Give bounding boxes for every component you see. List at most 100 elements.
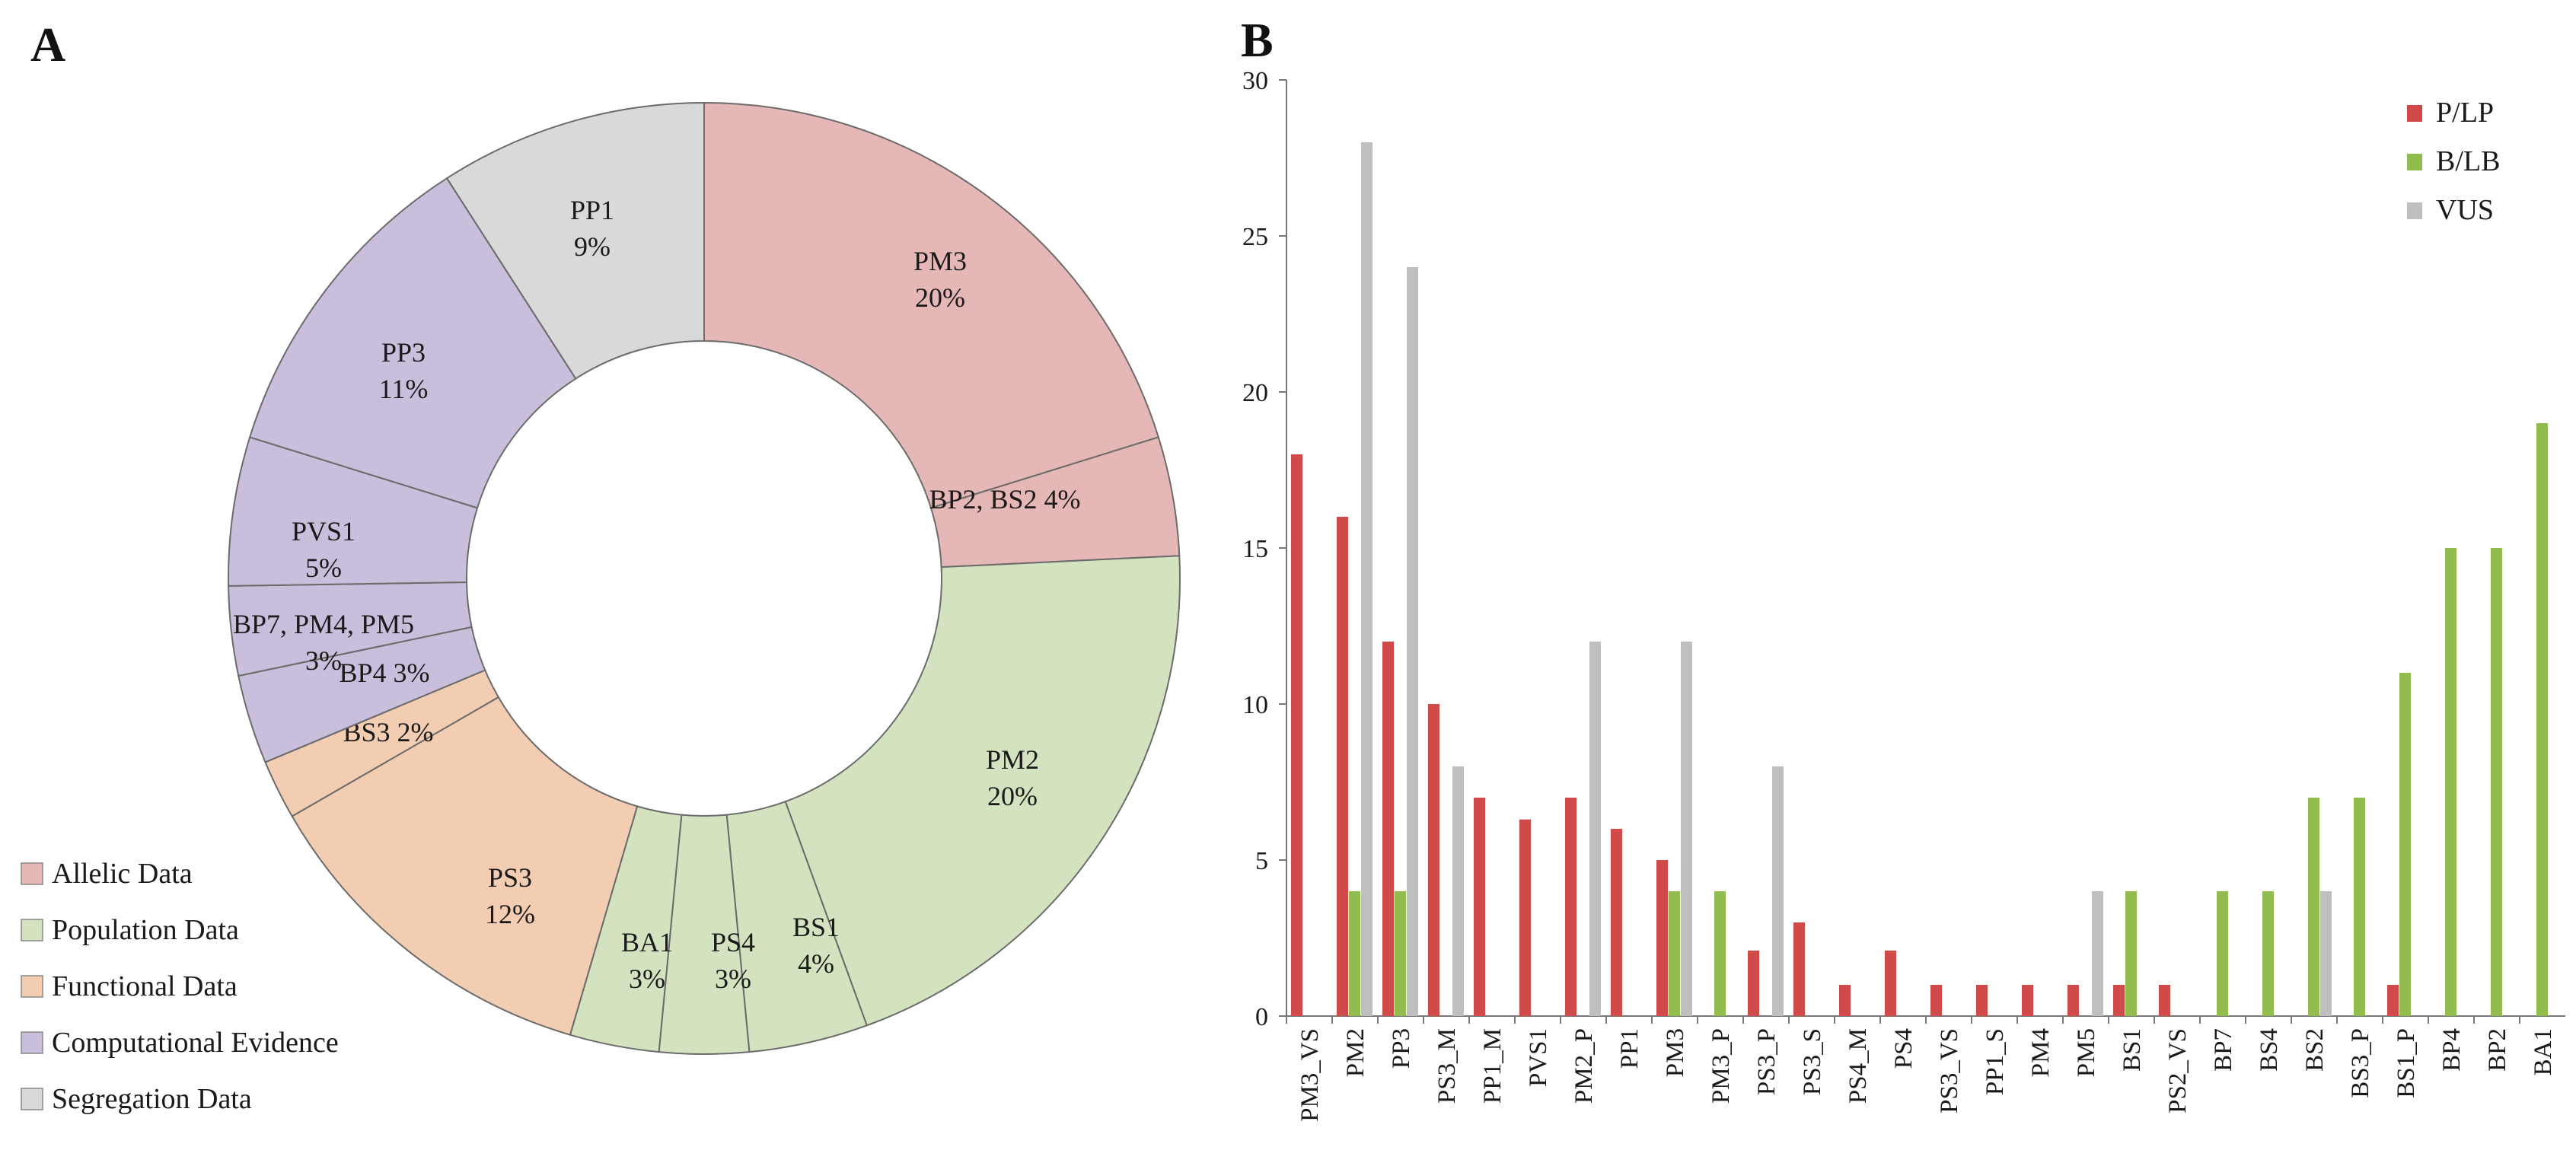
legend-swatch-p-lp: [2407, 105, 2422, 122]
panel-b-label: B: [1241, 13, 1274, 67]
legend-swatch-b-lb: [2407, 154, 2422, 170]
bar-b-lb-bs4: [2262, 891, 2274, 1016]
x-tick-label-pm2: PM2: [1342, 1028, 1369, 1077]
x-tick-label-ps3-m: PS3_M: [1433, 1028, 1461, 1104]
x-tick-label-ps3-vs: PS3_VS: [1936, 1028, 1963, 1113]
bar-b-lb-bp4: [2445, 548, 2456, 1016]
bar-p-lp-ps3-m: [1428, 704, 1439, 1016]
bar-vus-pm5: [2092, 891, 2103, 1016]
donut-slice-pp3: [248, 177, 577, 509]
bar-b-lb-bs3-p: [2354, 798, 2365, 1016]
bar-p-lp-pm5: [2067, 985, 2079, 1016]
bar-p-lp-pp1-m: [1474, 798, 1485, 1016]
bar-b-lb-pm3-p: [1714, 891, 1726, 1016]
bar-p-lp-bs1-p: [2387, 985, 2399, 1016]
legend-label-functional-data: Functional Data: [52, 970, 238, 1002]
bar-p-lp-pp3: [1382, 642, 1394, 1016]
bar-vus-pp3: [1407, 267, 1418, 1016]
x-tick-label-ps3-p: PS3_P: [1753, 1028, 1781, 1095]
slice-label-pvs1: PVS1 5%: [292, 516, 355, 583]
bar-p-lp-ps3-s: [1793, 922, 1805, 1016]
legend-swatch-computational-evidence: [21, 1031, 43, 1054]
x-tick-label-pp1-m: PP1_M: [1479, 1028, 1506, 1104]
x-tick-label-bp4: BP4: [2438, 1028, 2466, 1072]
y-tick-label: 20: [1242, 379, 1268, 407]
y-tick-label: 5: [1255, 847, 1268, 875]
legend-label-p-lp: P/LP: [2436, 97, 2494, 129]
bar-p-lp-bs1: [2113, 985, 2125, 1016]
bar-p-lp-ps3-vs: [1930, 985, 1942, 1016]
y-tick-label: 10: [1242, 691, 1268, 719]
bar-p-lp-ps3-p: [1748, 950, 1759, 1016]
y-tick-label: 25: [1242, 223, 1268, 251]
x-tick-label-bs2: BS2: [2301, 1028, 2329, 1072]
bar-p-lp-ps4: [1885, 950, 1896, 1016]
donut-slice-ps3: [291, 696, 639, 1036]
slice-label-pp3: PP3 11%: [379, 337, 429, 404]
bar-b-lb-pm3: [1669, 891, 1680, 1016]
x-tick-label-pp1: PP1: [1616, 1028, 1643, 1069]
x-tick-label-bs1: BS1: [2119, 1028, 2146, 1072]
y-tick-label: 30: [1242, 67, 1268, 95]
bar-b-lb-bs1: [2125, 891, 2137, 1016]
x-tick-label-pm3-vs: PM3_VS: [1296, 1028, 1324, 1122]
bar-p-lp-pm2-p: [1565, 798, 1577, 1016]
bar-b-lb-bp7: [2217, 891, 2228, 1016]
x-tick-label-pm2-p: PM2_P: [1570, 1028, 1598, 1104]
slice-label-ps3: PS3 12%: [485, 862, 535, 929]
x-tick-label-ps2-vs: PS2_VS: [2164, 1028, 2192, 1113]
slice-label-bp4: BP4 3%: [339, 658, 429, 688]
x-tick-label-bp7: BP7: [2210, 1028, 2237, 1072]
bar-b-lb-bs1-p: [2399, 673, 2411, 1016]
panel-a-label: A: [30, 18, 65, 72]
bar-p-lp-pp1: [1611, 829, 1622, 1016]
slice-label-pm3: PM3 20%: [913, 246, 967, 313]
legend-label-b-lb: B/LB: [2436, 145, 2500, 177]
bar-vus-bs2: [2320, 891, 2332, 1016]
x-tick-label-pvs1: PVS1: [1525, 1028, 1552, 1087]
bar-p-lp-pp1-s: [1976, 985, 1988, 1016]
donut-chart: PM3 20% BP2, BS2 4% PM2 20% BS1 4% PS4 3% BA1 3% PS…: [228, 101, 1181, 1055]
x-tick-label-ps4-m: PS4_M: [1844, 1028, 1872, 1104]
donut-legend: Allelic Data Population Data Functional Da…: [21, 858, 339, 1115]
x-tick-label-ba1: BA1: [2530, 1028, 2557, 1075]
bar-b-lb-pp3: [1395, 891, 1406, 1016]
x-tick-label-pm4: PM4: [2027, 1028, 2055, 1077]
x-tick-label-ps3-s: PS3_S: [1799, 1028, 1826, 1095]
legend-label-computational-evidence: Computational Evidence: [52, 1027, 339, 1059]
x-tick-label-pm3: PM3: [1662, 1028, 1689, 1077]
legend-label-population-data: Population Data: [52, 914, 239, 946]
slice-label-ps4: PS4 3%: [711, 927, 755, 994]
legend-swatch-vus: [2407, 202, 2422, 219]
slice-label-bs1: BS1 4%: [792, 912, 840, 979]
x-tick-label-ps4: PS4: [1890, 1028, 1918, 1069]
x-tick-label-bs3-p: BS3_P: [2347, 1028, 2374, 1098]
slice-label-ba1: BA1 3%: [621, 927, 673, 994]
donut-slice-pm3: [703, 101, 1160, 509]
bar-b-lb-bs2: [2308, 798, 2319, 1016]
y-tick-label: 15: [1242, 535, 1268, 563]
bar-p-lp-pvs1: [1519, 819, 1531, 1016]
x-tick-label-bs4: BS4: [2256, 1028, 2283, 1072]
x-tick-label-bp2: BP2: [2484, 1028, 2511, 1072]
donut-slice-pm2: [784, 555, 1181, 1027]
x-tick-label-pp3: PP3: [1388, 1028, 1415, 1069]
bar-vus-pm3: [1681, 642, 1692, 1016]
legend-swatch-segregation-data: [21, 1088, 43, 1110]
legend-label-segregation-data: Segregation Data: [52, 1083, 252, 1115]
slice-label-bp7-pm4-pm5: BP7, PM4, PM5 3%: [233, 609, 414, 676]
y-tick-label: 0: [1255, 1003, 1268, 1031]
x-tick-label-pm3-p: PM3_P: [1707, 1028, 1735, 1104]
x-tick-label-bs1-p: BS1_P: [2393, 1028, 2420, 1098]
bar-vus-ps3-p: [1772, 766, 1784, 1016]
bar-p-lp-pm3-vs: [1291, 454, 1302, 1016]
legend-swatch-allelic-data: [21, 862, 43, 885]
bar-p-lp-pm4: [2022, 985, 2033, 1016]
bar-p-lp-ps2-vs: [2159, 985, 2170, 1016]
donut-slice-pp1: [445, 101, 705, 380]
legend-swatch-functional-data: [21, 975, 43, 998]
x-tick-label-pp1-s: PP1_S: [1981, 1028, 2009, 1095]
slice-label-pm2: PM2 20%: [986, 744, 1039, 811]
bar-p-lp-pm2: [1337, 517, 1348, 1016]
